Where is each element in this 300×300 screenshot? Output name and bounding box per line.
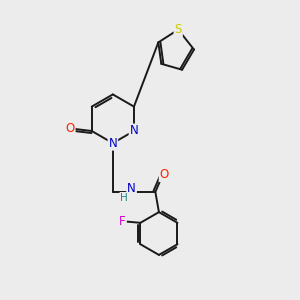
Text: S: S [175, 23, 182, 36]
Text: H: H [120, 193, 128, 203]
Text: N: N [127, 182, 136, 195]
Text: N: N [130, 124, 138, 137]
Text: N: N [109, 137, 117, 150]
Text: O: O [160, 168, 169, 181]
Text: F: F [119, 215, 126, 228]
Text: O: O [65, 122, 75, 135]
